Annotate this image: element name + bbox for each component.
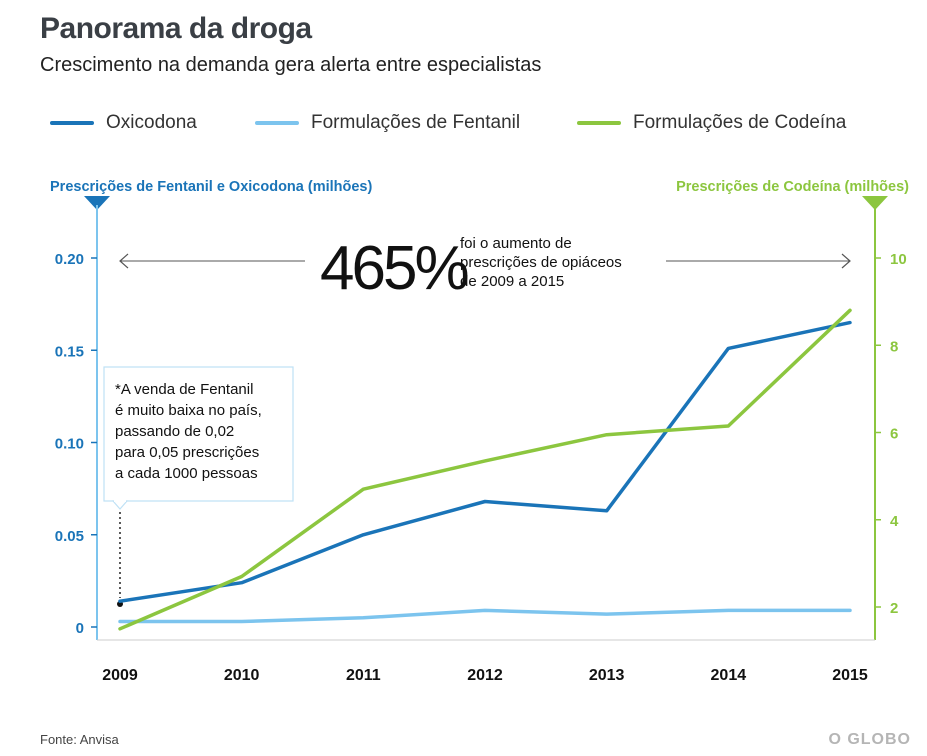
growth-text-line-2: prescrições de opiáceos (460, 254, 622, 271)
x-tick-label: 2011 (346, 667, 381, 684)
note-box (103, 366, 294, 502)
series-layer (118, 308, 852, 631)
left-tick-label: 0.05 (55, 528, 84, 545)
x-tick-label: 2015 (832, 667, 868, 684)
source-note: Fonte: Anvisa (40, 732, 119, 747)
note-line-4: para 0,05 prescrições (115, 444, 259, 461)
left-tick-label: 0 (76, 620, 84, 637)
legend-label-codeina: Formulações de Codeína (633, 112, 847, 133)
x-tick-label: 2010 (224, 667, 260, 684)
note-line-1: *A venda de Fentanil (115, 381, 253, 398)
right-tick-label: 2 (890, 600, 898, 617)
x-tick-label: 2013 (589, 667, 625, 684)
growth-text-line-3: de 2009 a 2015 (460, 273, 564, 290)
x-tick-label: 2009 (102, 667, 138, 684)
series-line-formulacoes-de-fentanil (118, 608, 852, 624)
right-tick-label: 10 (890, 251, 907, 268)
legend-swatch-fentanil (255, 121, 299, 125)
left-tick-label: 0.10 (55, 436, 84, 453)
legend-item-oxicodona: Oxicodona (50, 112, 197, 134)
arrow-left-icon (119, 253, 129, 269)
left-tick-label: 0.20 (55, 251, 84, 268)
left-axis-marker-icon (84, 196, 110, 210)
fentanil-note: *A venda de Fentanil é muito baixa no pa… (103, 366, 294, 607)
x-axis-ticks: 2009 2010 2011 2012 2013 2014 2015 (102, 667, 868, 684)
right-tick-label: 6 (890, 426, 898, 443)
chart-legend: Oxicodona Formulações de Fentanil Formul… (0, 112, 927, 136)
growth-annotation: 465% foi o aumento de prescrições de opi… (119, 234, 851, 303)
page-title: Panorama da droga (40, 12, 312, 45)
left-tick-label: 0.15 (55, 343, 84, 360)
legend-swatch-codeina (577, 121, 621, 125)
legend-label-oxicodona: Oxicodona (106, 112, 197, 133)
right-axis-title: Prescrições de Codeína (milhões) (676, 179, 909, 195)
legend-item-codeina: Formulações de Codeína (577, 112, 846, 134)
page-subtitle: Crescimento na demanda gera alerta entre… (40, 54, 542, 76)
legend-item-fentanil: Formulações de Fentanil (255, 112, 520, 134)
legend-label-fentanil: Formulações de Fentanil (311, 112, 521, 133)
legend-swatch-oxicodona (50, 121, 94, 125)
note-line-2: é muito baixa no país, (115, 402, 262, 419)
note-line-3: passando de 0,02 (115, 423, 234, 440)
left-axis-ticks: 0 0.05 0.10 0.15 0.20 (55, 251, 97, 637)
note-line-5: a cada 1000 pessoas (115, 465, 258, 482)
growth-text-line-1: foi o aumento de (460, 235, 572, 252)
right-tick-label: 4 (890, 513, 899, 530)
right-axis-ticks: 2 4 6 8 10 (875, 251, 907, 617)
arrow-right-icon (841, 253, 851, 269)
brand-logo: O GLOBO (828, 731, 911, 748)
growth-big-number: 465% (320, 234, 467, 303)
note-pointer-icon (111, 500, 129, 510)
right-axis-marker-icon (862, 196, 888, 210)
x-tick-label: 2014 (711, 667, 747, 684)
left-axis-title: Prescrições de Fentanil e Oxicodona (mil… (50, 179, 372, 195)
x-tick-label: 2012 (467, 667, 503, 684)
right-tick-label: 8 (890, 338, 898, 355)
